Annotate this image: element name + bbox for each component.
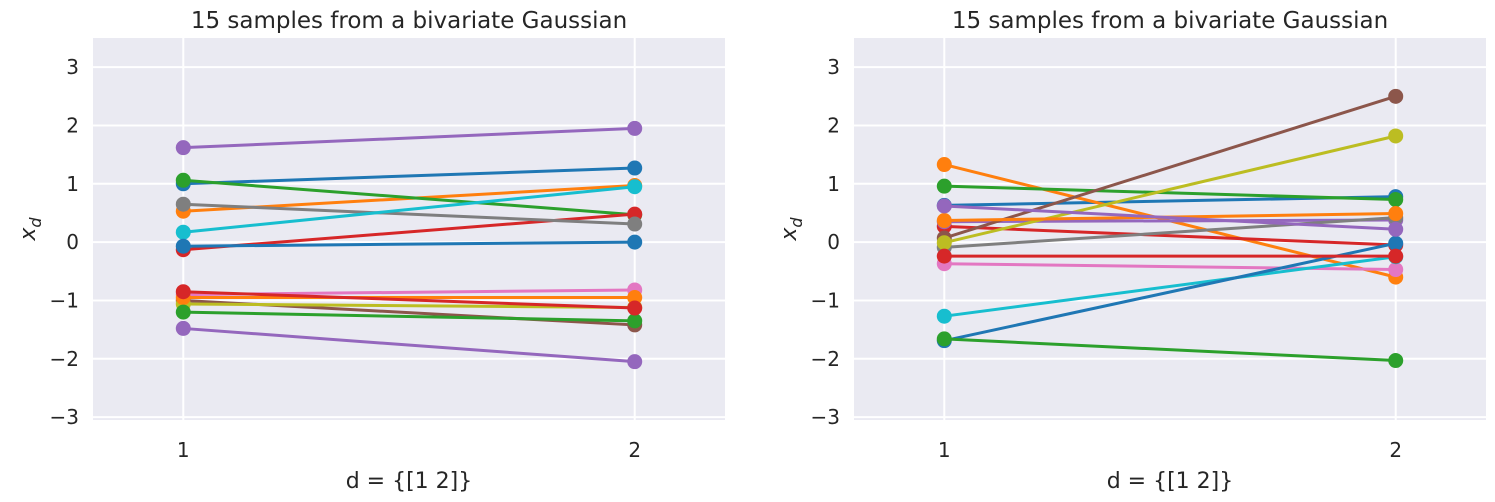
series-line — [944, 184, 1396, 202]
y-axis-label-subscript: d — [26, 217, 45, 228]
series-line — [183, 310, 635, 323]
data-point — [1388, 88, 1404, 104]
right-axes: −3 −2 −1 0 1 2 3 1 2 15 samples from a bivariate … — [777, 8, 1486, 494]
y-tick-label: 1 — [827, 172, 840, 196]
plot-background — [93, 38, 725, 420]
series-line — [183, 185, 635, 234]
data-point — [936, 235, 952, 251]
x-tick-label: 2 — [1389, 438, 1402, 462]
y-tick-label: 3 — [827, 55, 840, 79]
y-tick-label: 3 — [66, 55, 79, 79]
data-point — [175, 304, 191, 320]
y-axis-label-main: x — [16, 227, 41, 242]
data-point — [627, 120, 643, 136]
chart-title: 15 samples from a bivariate Gaussian — [952, 8, 1388, 34]
y-tick-label: 2 — [827, 113, 840, 137]
series-line — [183, 202, 635, 226]
series-line — [944, 337, 1396, 363]
series-line — [944, 262, 1396, 272]
data-point — [1388, 235, 1404, 251]
series-line — [183, 126, 635, 150]
series-line — [183, 178, 635, 217]
data-point — [175, 238, 191, 254]
data-point — [936, 198, 952, 214]
data-point — [1388, 262, 1404, 278]
data-point — [175, 224, 191, 240]
data-point — [936, 331, 952, 347]
series-line — [944, 255, 1396, 318]
series-line — [943, 134, 1397, 245]
data-point — [936, 157, 952, 173]
data-point — [936, 308, 952, 324]
x-axis-label: d = {[1 2]} — [346, 469, 473, 494]
y-tick-label: 0 — [66, 230, 79, 254]
y-tick-label: −1 — [811, 288, 840, 312]
data-point — [1388, 192, 1404, 208]
series-line — [183, 302, 635, 309]
series-line — [943, 94, 1397, 240]
y-tick-label: −2 — [811, 347, 840, 371]
left-axes: −3 −2 −1 0 1 2 3 1 2 15 samples from a bivariate … — [16, 8, 725, 494]
data-point — [175, 140, 191, 156]
series-line — [944, 218, 1396, 224]
data-point — [627, 234, 643, 250]
x-tick-label: 1 — [938, 438, 951, 462]
chart-title: 15 samples from a bivariate Gaussian — [191, 8, 627, 34]
data-point — [175, 172, 191, 188]
data-point — [627, 313, 643, 329]
data-point — [1388, 353, 1404, 369]
data-point — [627, 160, 643, 176]
data-point — [627, 179, 643, 195]
series-line — [944, 204, 1396, 231]
data-point — [175, 196, 191, 212]
y-axis-label: xd — [16, 217, 45, 242]
data-point — [1388, 206, 1404, 222]
x-tick-label: 1 — [177, 438, 190, 462]
y-tick-label: 0 — [827, 230, 840, 254]
series-line — [183, 166, 635, 186]
x-axis-label: d = {[1 2]} — [1107, 469, 1234, 494]
y-tick-label: −2 — [50, 347, 79, 371]
data-point — [175, 284, 191, 300]
data-point — [936, 178, 952, 194]
y-axis-label-main: x — [777, 227, 802, 242]
y-axis-label: xd — [777, 217, 806, 242]
series-line — [943, 241, 1397, 343]
data-point — [175, 320, 191, 336]
series-line — [183, 240, 635, 248]
y-tick-label: −1 — [50, 288, 79, 312]
series-line — [944, 216, 1396, 249]
data-point — [936, 213, 952, 229]
y-tick-label: −3 — [50, 405, 79, 429]
y-axis-label-subscript: d — [787, 217, 806, 228]
x-tick-label: 2 — [628, 438, 641, 462]
data-point — [936, 248, 952, 264]
data-point — [627, 354, 643, 370]
series-line — [944, 224, 1396, 247]
data-point — [1388, 248, 1404, 264]
data-point — [627, 290, 643, 306]
data-point — [627, 300, 643, 316]
data-point — [627, 216, 643, 232]
y-tick-label: 2 — [66, 113, 79, 137]
data-point — [1388, 221, 1404, 237]
series-line — [183, 326, 635, 364]
y-tick-label: 1 — [66, 172, 79, 196]
data-point — [1388, 128, 1404, 144]
series-line — [183, 290, 635, 310]
y-tick-label: −3 — [811, 405, 840, 429]
